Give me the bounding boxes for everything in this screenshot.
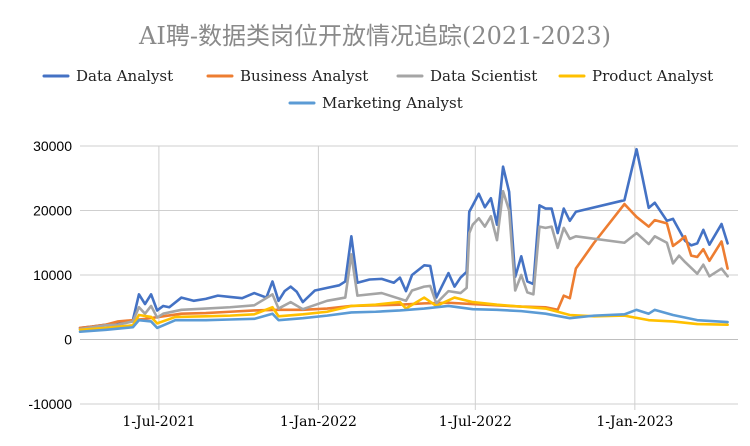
axes: -10000 0 10000 20000 30000 1-Jul-2021 1-Jan-20…: [28, 138, 738, 430]
legend-label: Data Scientist: [430, 67, 537, 85]
y-tick-label: 0: [64, 332, 72, 348]
series-line-marketing-analyst: [78, 304, 729, 334]
x-tick-label: 1-Jul-2021: [122, 414, 195, 430]
series-line-data-analyst: [78, 147, 729, 330]
x-tick-label: 1-Jul-2022: [439, 414, 512, 430]
series-lines: [78, 147, 729, 334]
legend-item-marketing-analyst: Marketing Analyst: [288, 94, 463, 112]
chart-title: AI聘-数据类岗位开放情况追踪(2021-2023): [138, 22, 611, 50]
legend-item-product-analyst: Product Analyst: [558, 67, 713, 85]
x-tick-label: 1-Jan-2022: [280, 414, 357, 430]
legend-item-business-analyst: Business Analyst: [206, 67, 368, 85]
y-tick-label: -10000: [28, 396, 72, 412]
y-tick-label: 30000: [33, 138, 72, 154]
y-tick-label: 20000: [33, 203, 72, 219]
y-tick-label: 10000: [33, 267, 72, 283]
series-line-data-scientist: [78, 189, 729, 331]
x-tick-label: 1-Jan-2023: [596, 414, 673, 430]
legend: Data Analyst Business Analyst Data Scienti…: [42, 67, 713, 112]
legend-item-data-scientist: Data Scientist: [396, 67, 537, 85]
gridlines: [80, 145, 738, 410]
legend-label: Marketing Analyst: [322, 94, 463, 112]
legend-label: Product Analyst: [592, 67, 713, 85]
legend-label: Business Analyst: [240, 67, 368, 85]
legend-item-data-analyst: Data Analyst: [42, 67, 173, 85]
legend-label: Data Analyst: [76, 67, 173, 85]
